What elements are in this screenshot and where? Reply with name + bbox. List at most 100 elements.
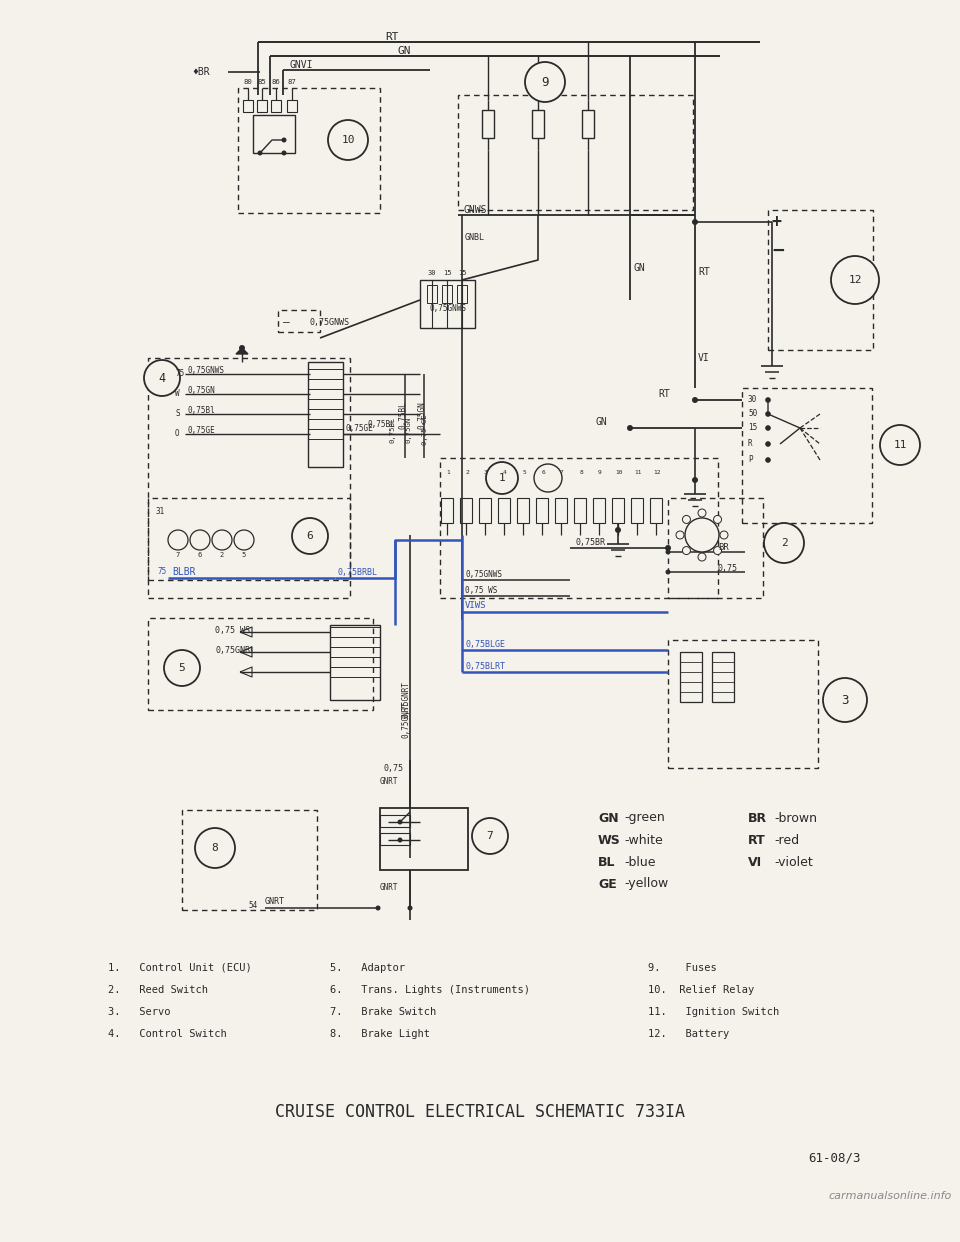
Text: 11: 11 — [635, 469, 641, 474]
Circle shape — [164, 650, 200, 686]
Text: 0,75GNWS: 0,75GNWS — [430, 303, 467, 313]
Text: 10: 10 — [615, 469, 623, 474]
Text: GN: GN — [596, 417, 608, 427]
Text: 9: 9 — [541, 76, 549, 88]
Text: -white: -white — [624, 833, 662, 847]
Text: VI: VI — [748, 856, 762, 868]
Text: 4: 4 — [158, 371, 165, 385]
Bar — [650, 498, 662, 523]
Circle shape — [720, 532, 728, 539]
Text: BL: BL — [598, 856, 615, 868]
Bar — [308, 409, 343, 419]
Bar — [457, 284, 467, 303]
Circle shape — [713, 546, 722, 555]
Text: GNBL: GNBL — [465, 233, 485, 242]
Text: P: P — [748, 456, 753, 465]
Bar — [271, 101, 281, 112]
Circle shape — [397, 837, 402, 842]
Text: GNRT: GNRT — [380, 883, 398, 893]
Bar — [420, 279, 475, 328]
Bar — [742, 388, 872, 523]
Circle shape — [168, 530, 188, 550]
Text: 0,75 GE: 0,75 GE — [422, 415, 428, 446]
Bar — [257, 101, 267, 112]
Text: -violet: -violet — [774, 856, 813, 868]
Text: 1: 1 — [446, 469, 450, 474]
Bar — [308, 369, 343, 379]
Text: 0,75Bl: 0,75Bl — [187, 406, 215, 416]
Bar — [380, 815, 410, 827]
Bar — [479, 498, 491, 523]
Text: +: + — [772, 212, 782, 231]
Text: 30: 30 — [748, 395, 757, 405]
Text: VIWS: VIWS — [465, 601, 487, 611]
Circle shape — [615, 527, 621, 533]
Text: 0,75GN: 0,75GN — [418, 401, 426, 428]
Bar — [712, 652, 734, 702]
Circle shape — [692, 397, 698, 402]
Text: 0,75: 0,75 — [384, 764, 404, 773]
Text: 10: 10 — [341, 135, 355, 145]
Text: -brown: -brown — [774, 811, 817, 825]
Text: RT: RT — [385, 32, 398, 42]
Text: 1: 1 — [498, 473, 505, 483]
Text: 8: 8 — [211, 843, 218, 853]
Text: 5.   Adaptor: 5. Adaptor — [330, 963, 405, 972]
Bar — [330, 667, 380, 677]
Text: 0,75BLRT: 0,75BLRT — [465, 662, 505, 671]
Bar — [380, 833, 410, 845]
Text: 50: 50 — [748, 410, 757, 419]
Text: 0,75GNWS: 0,75GNWS — [310, 318, 350, 328]
Circle shape — [831, 256, 879, 304]
Text: BR: BR — [718, 544, 729, 553]
Circle shape — [665, 545, 671, 551]
Circle shape — [692, 477, 698, 483]
Circle shape — [823, 678, 867, 722]
Text: 4.   Control Switch: 4. Control Switch — [108, 1030, 227, 1040]
Circle shape — [212, 530, 232, 550]
Text: 0,75GE: 0,75GE — [187, 426, 215, 436]
Text: 6: 6 — [197, 551, 202, 558]
Bar — [278, 310, 320, 332]
Bar — [182, 810, 317, 910]
Bar — [593, 498, 605, 523]
Circle shape — [195, 828, 235, 868]
Text: 0,75BL: 0,75BL — [398, 401, 407, 428]
Bar — [238, 88, 380, 212]
Text: 12: 12 — [653, 469, 660, 474]
Text: −: − — [772, 241, 783, 260]
Circle shape — [692, 219, 698, 225]
Text: 8.   Brake Light: 8. Brake Light — [330, 1030, 430, 1040]
Text: 11: 11 — [893, 440, 907, 450]
Text: 6: 6 — [306, 532, 313, 542]
Text: BLBR: BLBR — [172, 568, 196, 578]
Bar — [380, 809, 468, 869]
Text: GNVI: GNVI — [290, 60, 314, 70]
Text: 0,75GE: 0,75GE — [346, 424, 373, 432]
Text: GN: GN — [633, 263, 645, 273]
Text: GN: GN — [598, 811, 618, 825]
Text: -yellow: -yellow — [624, 878, 668, 891]
Bar — [482, 111, 494, 138]
Text: 0,75 WS: 0,75 WS — [215, 626, 250, 635]
Bar — [536, 498, 548, 523]
Text: BR: BR — [748, 811, 767, 825]
Circle shape — [765, 457, 771, 463]
Bar — [582, 111, 594, 138]
Text: GNRT: GNRT — [265, 898, 285, 907]
Text: 0,75GNRT: 0,75GNRT — [401, 682, 411, 719]
Text: 15: 15 — [458, 270, 467, 276]
Text: 2: 2 — [219, 551, 224, 558]
Circle shape — [764, 523, 804, 563]
Circle shape — [765, 397, 771, 402]
Bar — [668, 498, 763, 597]
Text: 3: 3 — [841, 693, 849, 707]
Bar — [440, 458, 718, 597]
Text: 0,75GN: 0,75GN — [187, 386, 215, 395]
Text: 15: 15 — [748, 424, 757, 432]
Text: 9.    Fuses: 9. Fuses — [648, 963, 717, 972]
Circle shape — [665, 570, 670, 575]
Circle shape — [683, 546, 690, 555]
Bar — [308, 361, 343, 467]
Bar — [442, 284, 452, 303]
